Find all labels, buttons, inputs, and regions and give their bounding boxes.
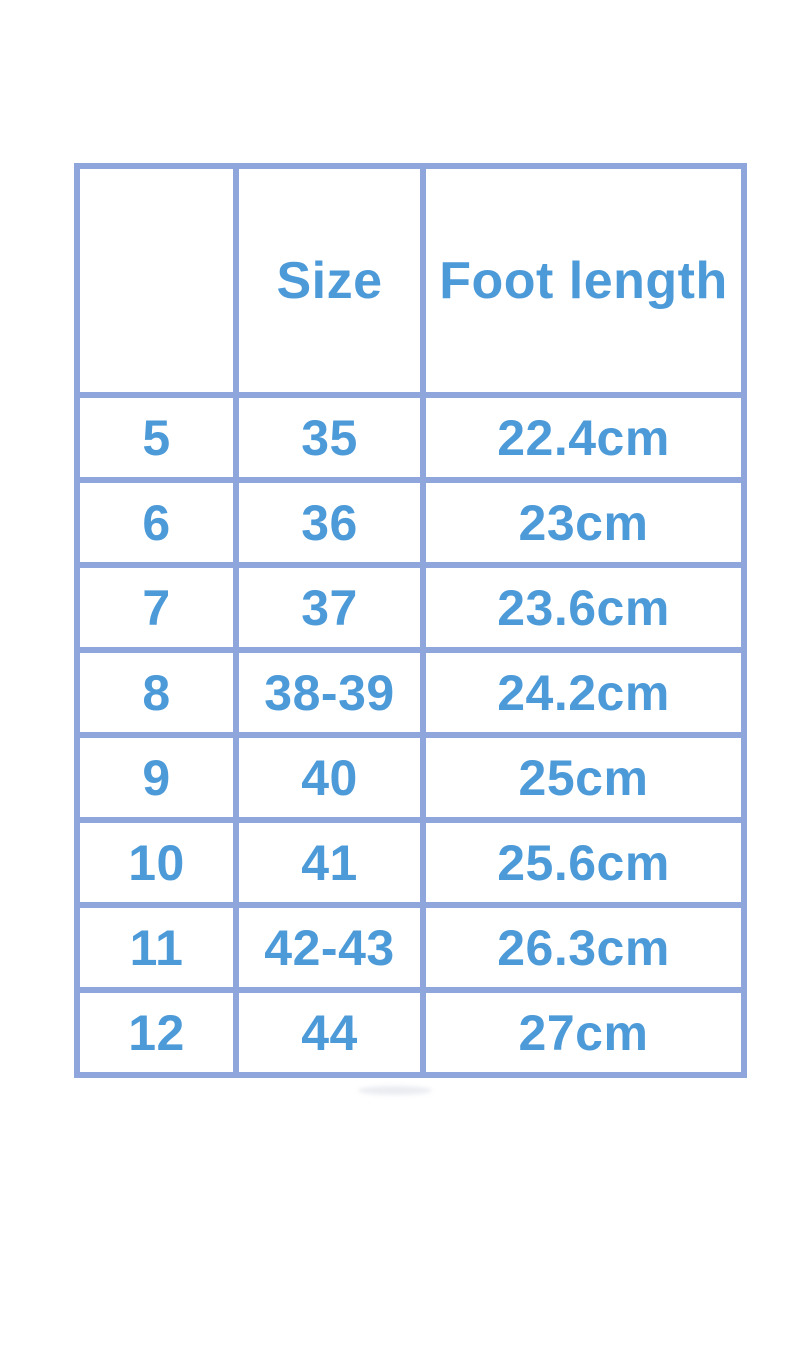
- header-size: Size: [233, 163, 426, 398]
- us-size-cell: 12: [74, 987, 239, 1078]
- foot-length-cell: 23.6cm: [420, 562, 747, 653]
- eu-size-cell: 40: [233, 732, 426, 823]
- table-row: 5 35 22.4cm: [74, 392, 747, 483]
- header-foot-length: Foot length: [420, 163, 747, 398]
- foot-length-cell: 26.3cm: [420, 902, 747, 993]
- foot-length-cell: 25.6cm: [420, 817, 747, 908]
- header-blank-cell: [74, 163, 239, 398]
- eu-size-cell: 42-43: [233, 902, 426, 993]
- table-row: 12 44 27cm: [74, 987, 747, 1078]
- table-row: 6 36 23cm: [74, 477, 747, 568]
- foot-length-cell: 22.4cm: [420, 392, 747, 483]
- watermark-smudge: [358, 1086, 432, 1095]
- us-size-cell: 5: [74, 392, 239, 483]
- foot-length-cell: 23cm: [420, 477, 747, 568]
- eu-size-cell: 38-39: [233, 647, 426, 738]
- foot-length-cell: 25cm: [420, 732, 747, 823]
- table-row: 7 37 23.6cm: [74, 562, 747, 653]
- us-size-cell: 9: [74, 732, 239, 823]
- us-size-cell: 6: [74, 477, 239, 568]
- eu-size-cell: 37: [233, 562, 426, 653]
- table-row: 8 38-39 24.2cm: [74, 647, 747, 738]
- foot-length-cell: 27cm: [420, 987, 747, 1078]
- eu-size-cell: 44: [233, 987, 426, 1078]
- eu-size-cell: 35: [233, 392, 426, 483]
- us-size-cell: 8: [74, 647, 239, 738]
- us-size-cell: 11: [74, 902, 239, 993]
- table-row: 11 42-43 26.3cm: [74, 902, 747, 993]
- size-chart-table: Size Foot length 5 35 22.4cm 6 36 23cm 7…: [74, 163, 747, 1078]
- eu-size-cell: 41: [233, 817, 426, 908]
- eu-size-cell: 36: [233, 477, 426, 568]
- us-size-cell: 10: [74, 817, 239, 908]
- us-size-cell: 7: [74, 562, 239, 653]
- table-row: 10 41 25.6cm: [74, 817, 747, 908]
- table-row: 9 40 25cm: [74, 732, 747, 823]
- header-row: Size Foot length: [74, 163, 747, 398]
- foot-length-cell: 24.2cm: [420, 647, 747, 738]
